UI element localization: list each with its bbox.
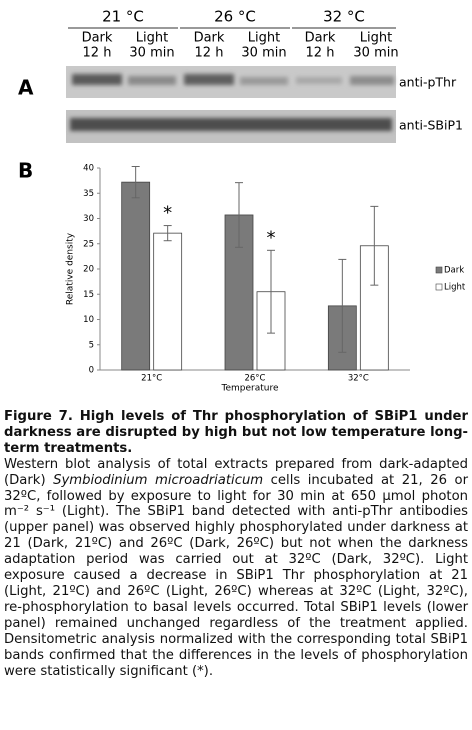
temperature-label: 26 °C (214, 8, 256, 26)
antibody-label: anti-SBiP1 (399, 118, 463, 133)
lane-time: 12 h (83, 46, 112, 61)
blot-pthr (66, 66, 396, 98)
y-axis-label: Relative density (66, 232, 76, 305)
temperature-label: 32 °C (323, 8, 365, 26)
error-bar (338, 258, 347, 353)
bar (153, 232, 183, 371)
legend-label: Light (444, 283, 466, 293)
y-tick-label: 15 (83, 290, 94, 300)
lane-time: 12 h (306, 46, 335, 61)
significance-mark: * (163, 203, 172, 224)
legend-label: Dark (444, 266, 464, 276)
caption-title: Figure 7. High levels of Thr phosphoryla… (4, 409, 468, 456)
y-tick-label: 30 (83, 214, 94, 224)
antibody-label: anti-pThr (399, 75, 457, 90)
y-tick-label: 0 (89, 366, 94, 376)
x-tick-label: 21°C (141, 374, 162, 384)
bar (121, 181, 151, 371)
lane-time: 12 h (195, 46, 224, 61)
error-bar (267, 249, 275, 334)
lane-condition: Light (360, 31, 392, 46)
lane-time: 30 min (353, 46, 398, 61)
lane-condition: Dark (82, 31, 113, 46)
caption-text: Western blot analysis of total extracts … (4, 456, 468, 488)
error-bar (370, 205, 379, 286)
y-tick-label: 10 (83, 315, 94, 325)
significance-mark: * (267, 227, 276, 248)
y-tick-label: 40 (83, 164, 94, 174)
lane-condition: Light (248, 31, 280, 46)
error-bar (131, 165, 140, 199)
y-tick-label: 20 (83, 265, 94, 275)
lane-condition: Light (136, 31, 168, 46)
x-tick-label: 32°C (348, 374, 369, 384)
x-tick-label: 26°C (244, 374, 265, 384)
error-bar (163, 225, 172, 242)
lane-time: 30 min (241, 46, 286, 61)
legend-swatch (435, 283, 443, 291)
error-bar (235, 182, 243, 248)
y-tick-label: 35 (83, 189, 94, 199)
temperature-label: 21 °C (102, 8, 144, 26)
caption-body: Western blot analysis of total extracts … (4, 457, 468, 680)
species-name: Symbiodinium microadriaticum (53, 472, 264, 488)
caption: Figure 7. High levels of Thr phosphoryla… (4, 409, 468, 679)
blot-sbip1 (66, 110, 396, 143)
caption-text: cells incubated at 21, 26 or 32ºC, follo… (4, 472, 468, 679)
x-axis-label: Temperature (220, 384, 278, 394)
lane-time: 30 min (129, 46, 174, 61)
lane-condition: Dark (194, 31, 225, 46)
panel-label: B (18, 159, 33, 183)
lane-condition: Dark (305, 31, 336, 46)
legend-swatch (435, 266, 443, 274)
panel-label: A (18, 76, 34, 100)
y-tick-label: 25 (83, 239, 94, 249)
y-tick-label: 5 (89, 340, 94, 350)
